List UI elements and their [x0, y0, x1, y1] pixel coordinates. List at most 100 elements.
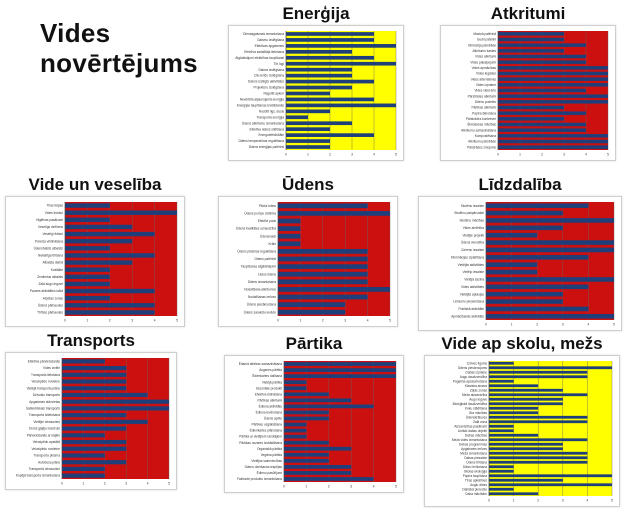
- x-tick-label: 1: [300, 319, 302, 323]
- category-label: Skolēnu mācības: [460, 219, 485, 223]
- category-label: Nosūtīt ilgs, dusis: [259, 109, 284, 113]
- category-label: Pārtikas atkritumi: [472, 106, 497, 110]
- category-label: Vietējās aptaujas: [460, 292, 485, 296]
- category-label: Energoefektivitāte: [258, 133, 284, 137]
- category-label: Maziņā patēriņā: [473, 32, 496, 36]
- bar: [284, 404, 374, 409]
- category-label: Zemledus atbalsts: [37, 275, 63, 279]
- bar: [62, 399, 169, 404]
- bar: [62, 379, 127, 384]
- bar: [498, 37, 564, 42]
- category-label: Ūdens patēriņš: [255, 257, 277, 261]
- x-tick-label: 1: [307, 153, 309, 157]
- bar: [278, 218, 301, 224]
- panel-lidzdaliba: Līdzdalība 0 1 2 3 4 5 Apmācīšanās aktivitāte P…: [418, 174, 622, 331]
- bar: [489, 447, 563, 451]
- category-label: Pagalma apzaļumošana: [453, 379, 487, 383]
- category-label: Atpūtas zonas: [43, 296, 64, 300]
- category-label: Velosipēdu novietne: [31, 380, 60, 384]
- category-label: Zaļā zona: [473, 420, 487, 424]
- x-tick-label: 3: [125, 482, 127, 486]
- category-label: Ūdens sarakstu ievēde: [244, 310, 277, 314]
- category-label: Dators izslēgts aktivitātes: [248, 80, 284, 84]
- bar: [284, 477, 374, 481]
- bar: [62, 439, 127, 445]
- category-label: Vides atvērtība: [463, 226, 484, 230]
- x-tick-label: 4: [585, 153, 587, 157]
- bar: [286, 85, 352, 90]
- bar: [65, 267, 110, 272]
- bar: [278, 241, 301, 247]
- category-label: Dabas piesaiste: [464, 456, 487, 460]
- category-label: Ūdens tīrīšana: [466, 460, 487, 464]
- category-label: Kvalitāte: [51, 268, 63, 272]
- bar: [65, 210, 177, 215]
- category-label: Vides izvēle: [43, 366, 60, 370]
- bar: [486, 314, 614, 319]
- x-tick-label: 2: [322, 319, 324, 323]
- category-label: Ēdienkartes dalīšana: [252, 374, 282, 378]
- category-label: Ēdienkartes plānošana: [250, 429, 283, 433]
- bar: [498, 122, 586, 127]
- bar: [489, 429, 514, 433]
- x-tick-label: 2: [541, 153, 543, 157]
- x-tick-label: 3: [350, 485, 352, 489]
- category-label: Pareiza vēdināšana: [35, 239, 63, 243]
- bar: [286, 115, 308, 120]
- category-label: Nodalīšana atkritumos: [244, 288, 276, 292]
- category-label: Meža izmantošana: [460, 451, 487, 455]
- bar: [65, 310, 155, 315]
- category-label: Efektīva ūdens sildīšana: [249, 127, 284, 131]
- bar: [284, 452, 329, 457]
- category-label: Vides pakalpojumi: [470, 60, 496, 64]
- category-label: Apgaismes ierīces: [461, 447, 487, 451]
- category-label: Ēdamā atliekas samazināšana: [239, 362, 282, 366]
- category-label: Ūdens piesārņošana: [247, 303, 276, 307]
- plot-area: [284, 361, 396, 482]
- category-label: Pārtikas nozares izstrādāšana: [239, 441, 282, 445]
- bar: [278, 279, 368, 285]
- category-label: Datora izslēgšana: [258, 68, 284, 72]
- category-label: Vietējā transporta plāns: [27, 386, 61, 390]
- category-label: Augļu dārzs: [470, 483, 487, 487]
- category-label: Ģimeņu iesaiste: [461, 248, 484, 252]
- x-tick-label: 3: [563, 153, 565, 157]
- bar: [489, 492, 539, 496]
- category-label: Ūdens enerģijas patēriņš: [249, 144, 285, 149]
- category-label: Ūdens atkritumu izmantošana: [242, 121, 284, 125]
- category-label: Ūdens plūsmas regulēšana: [237, 250, 276, 254]
- bar: [65, 260, 133, 265]
- x-tick-label: 5: [389, 319, 391, 323]
- bar: [286, 139, 330, 143]
- bar: [498, 60, 586, 64]
- chart-udens: 0 1 2 3 4 5 Ūdens sarakstu ievēde Ūdens piesārņ…: [236, 202, 391, 323]
- x-tick-label: 2: [536, 323, 538, 327]
- category-label: Vietējās aktivitātes: [458, 263, 485, 267]
- category-label: Ūdens pārbaudes: [38, 303, 64, 307]
- category-label: Atbalsta darbā: [42, 261, 63, 265]
- bar: [486, 269, 538, 275]
- x-tick-label: 2: [109, 319, 111, 323]
- bar: [62, 359, 105, 364]
- chart-frame-udens: 0 1 2 3 4 5 Ūdens sarakstu ievēde Ūdens piesārņ…: [218, 196, 398, 327]
- bar: [278, 309, 346, 315]
- category-label: Energijas taupīšanas izvēlēšanās: [237, 103, 285, 107]
- category-label: Krāni: [269, 242, 277, 246]
- bar: [486, 291, 563, 297]
- bar: [489, 424, 514, 428]
- bar: [286, 44, 396, 48]
- category-label: Fairtrade produktu izmantošana: [237, 477, 282, 481]
- category-label: Augu ieguve: [469, 397, 487, 401]
- bar: [278, 233, 301, 239]
- category-label: Skolas ekoloģija: [464, 468, 487, 473]
- chart-transports: 0 1 2 3 4 5 Kopējā transporta izmantošana Trans…: [16, 358, 170, 486]
- bar: [284, 416, 329, 421]
- bar: [278, 264, 368, 269]
- category-label: Nodalīšanas ierīces: [248, 295, 276, 299]
- bar: [278, 294, 368, 300]
- bar: [486, 299, 563, 304]
- chart-title-energija: Enerģija: [282, 4, 350, 23]
- bar: [284, 458, 329, 463]
- bar: [486, 210, 563, 216]
